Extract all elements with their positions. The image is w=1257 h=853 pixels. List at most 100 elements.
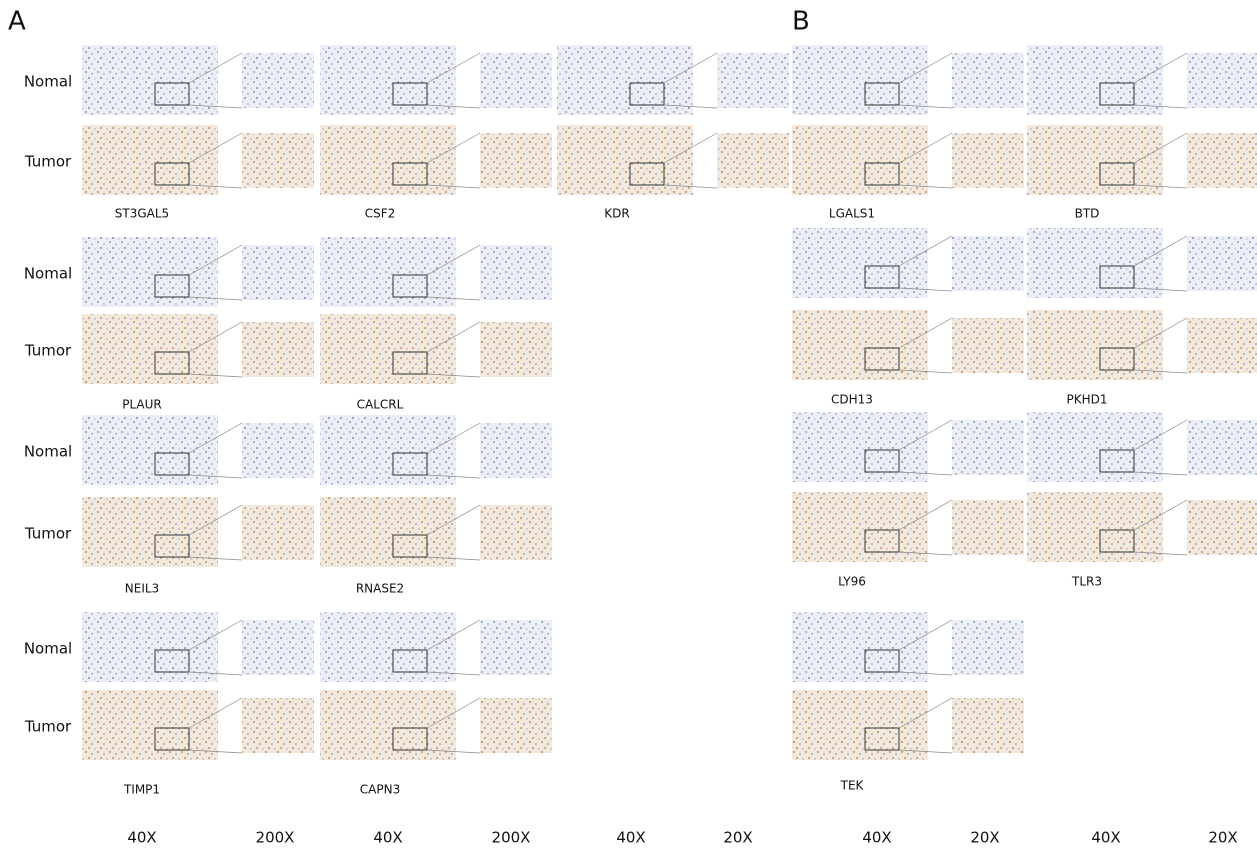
magnification-label: 40X (373, 829, 402, 847)
tissue-image-zoom (242, 698, 314, 753)
magnification-label: 40X (127, 829, 156, 847)
magnification-label: 200X (492, 829, 531, 847)
tissue-image-40x (320, 237, 456, 307)
tissue-image-zoom (952, 698, 1024, 753)
row-label: Nomal (24, 640, 72, 658)
tissue-image-40x (82, 690, 218, 760)
panel-label: A (8, 7, 26, 37)
tissue-image-40x (557, 45, 693, 115)
tissue-image-40x (320, 690, 456, 760)
gene-label: TIMP1 (123, 783, 160, 797)
tissue-image-40x (792, 125, 928, 195)
tissue-image-40x (792, 492, 928, 562)
tissue-image-40x (320, 45, 456, 115)
row-label: Tumor (24, 153, 72, 171)
tissue-image-40x (792, 228, 928, 298)
gene-label: TLR3 (1071, 575, 1102, 589)
tissue-image-zoom (242, 423, 314, 478)
magnification-label: 20X (1208, 829, 1237, 847)
tissue-image-zoom (480, 133, 552, 188)
tissue-image-zoom (480, 423, 552, 478)
tissue-image-zoom (1187, 500, 1257, 555)
tissue-image-40x (82, 45, 218, 115)
gene-label: TEK (840, 779, 865, 793)
tissue-image-zoom (952, 500, 1024, 555)
tissue-image-zoom (480, 698, 552, 753)
gene-label: LY96 (838, 575, 866, 589)
magnification-label: 40X (616, 829, 645, 847)
gene-label: PLAUR (122, 398, 162, 412)
tissue-image-zoom (480, 505, 552, 560)
tissue-image-zoom (242, 53, 314, 108)
tissue-image-40x (792, 412, 928, 482)
gene-label: CALCRL (357, 398, 404, 412)
tissue-image-40x (792, 45, 928, 115)
tissue-image-zoom (480, 53, 552, 108)
tissue-image-zoom (952, 318, 1024, 373)
gene-label: LGALS1 (829, 207, 875, 221)
tissue-image-40x (1027, 412, 1163, 482)
gene-label: CSF2 (365, 207, 396, 221)
tissue-image-40x (792, 690, 928, 760)
row-label: Tumor (24, 342, 72, 360)
magnification-label: 200X (256, 829, 295, 847)
tissue-image-40x (82, 497, 218, 567)
tissue-image-zoom (952, 53, 1024, 108)
tissue-image-zoom (1187, 236, 1257, 291)
gene-label: CAPN3 (360, 783, 400, 797)
tissue-image-zoom (242, 245, 314, 300)
tissue-image-zoom (717, 133, 789, 188)
gene-label: BTD (1075, 207, 1100, 221)
tissue-image-40x (1027, 228, 1163, 298)
tissue-image-40x (557, 125, 693, 195)
row-label: Nomal (24, 73, 72, 91)
tissue-image-40x (320, 125, 456, 195)
tissue-image-zoom (952, 236, 1024, 291)
magnification-label: 40X (1091, 829, 1120, 847)
tissue-image-40x (320, 497, 456, 567)
magnification-label: 40X (862, 829, 891, 847)
tissue-image-40x (82, 314, 218, 384)
tissue-image-zoom (242, 505, 314, 560)
gene-label: KDR (604, 207, 629, 221)
figure: A Nomal Tumor ST3GAL5 CSF2 KDR Nomal Tumor PLAUR… (0, 0, 1257, 849)
tissue-image-40x (792, 612, 928, 682)
gene-label: RNASE2 (356, 582, 404, 596)
tissue-image-40x (1027, 492, 1163, 562)
gene-label: PKHD1 (1066, 393, 1107, 407)
tissue-image-40x (1027, 310, 1163, 380)
tissue-image-zoom (1187, 133, 1257, 188)
gene-label: CDH13 (831, 393, 873, 407)
tissue-image-zoom (1187, 53, 1257, 108)
tissue-image-zoom (480, 245, 552, 300)
tissue-image-zoom (952, 420, 1024, 475)
tissue-image-40x (320, 314, 456, 384)
tissue-image-zoom (952, 620, 1024, 675)
tissue-image-zoom (1187, 420, 1257, 475)
magnification-label: 20X (723, 829, 752, 847)
tissue-image-zoom (1187, 318, 1257, 373)
tissue-image-40x (82, 237, 218, 307)
tissue-image-zoom (242, 620, 314, 675)
tissue-image-40x (82, 415, 218, 485)
tissue-image-zoom (242, 322, 314, 377)
row-label: Nomal (24, 265, 72, 283)
tissue-image-zoom (952, 133, 1024, 188)
row-label: Tumor (24, 718, 72, 736)
tissue-image-zoom (717, 53, 789, 108)
tissue-image-40x (82, 125, 218, 195)
tissue-image-zoom (480, 620, 552, 675)
tissue-image-zoom (480, 322, 552, 377)
tissue-image-40x (320, 612, 456, 682)
magnification-label: 20X (970, 829, 999, 847)
row-label: Tumor (24, 525, 72, 543)
gene-label: NEIL3 (125, 582, 159, 596)
gene-label: ST3GAL5 (115, 207, 169, 221)
tissue-image-40x (320, 415, 456, 485)
tissue-image-40x (82, 612, 218, 682)
tissue-image-40x (1027, 125, 1163, 195)
tissue-image-40x (792, 310, 928, 380)
tissue-image-40x (1027, 45, 1163, 115)
row-label: Nomal (24, 443, 72, 461)
panel-label: B (792, 7, 810, 37)
